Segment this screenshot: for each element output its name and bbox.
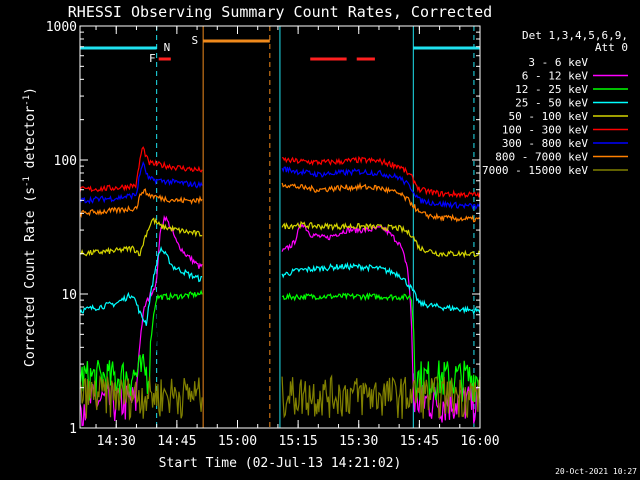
- flare-flag-label: F: [149, 52, 156, 65]
- legend-label: 12 - 25 keV: [515, 83, 588, 96]
- y-axis-label-sup2: -1: [22, 95, 32, 106]
- legend-header-line: Det 1,3,4,5,6,9,: [522, 29, 628, 42]
- x-tick-label: 15:45: [400, 434, 439, 449]
- legend-label: 3 - 6 keV: [528, 56, 588, 69]
- y-tick-label: 10: [61, 288, 77, 303]
- series-line: [79, 161, 481, 211]
- series-line: [79, 146, 481, 199]
- legend-label: 25 - 50 keV: [515, 97, 588, 110]
- legend-header-line: Att 0: [595, 41, 628, 54]
- y-axis-label-part2: detector: [23, 106, 38, 177]
- series-800-7000-kev: [79, 181, 481, 223]
- legend-label: 7000 - 15000 keV: [482, 164, 588, 177]
- legend-label: 800 - 7000 keV: [495, 151, 588, 164]
- x-axis-label: Start Time (02-Jul-13 14:21:02): [159, 456, 402, 471]
- y-tick-label: 100: [54, 154, 77, 169]
- legend-label: 6 - 12 keV: [522, 70, 589, 83]
- y-tick-label: 1000: [46, 20, 77, 35]
- legend-label: 300 - 800 keV: [502, 137, 588, 150]
- series-7000-15000-kev: [79, 374, 481, 421]
- night-flag-label: N: [164, 41, 171, 54]
- y-axis-label: Corrected Count Rate (s-1 detector-1): [22, 87, 38, 367]
- series-line: [79, 289, 481, 403]
- y-axis-label-part3: ): [23, 87, 38, 95]
- x-tick-label: 15:30: [339, 434, 378, 449]
- y-tick-label: 1: [69, 422, 77, 437]
- series-line: [79, 245, 481, 326]
- legend-label: 50 - 100 keV: [509, 110, 589, 123]
- saa-flag-label: S: [192, 34, 199, 47]
- plot-frame: [79, 25, 481, 429]
- series-line: [79, 374, 481, 421]
- x-tick-label: 14:30: [97, 434, 136, 449]
- series-100-300-kev: [79, 146, 481, 199]
- x-tick-label: 15:15: [279, 434, 318, 449]
- series-line: [80, 217, 481, 259]
- axis-layer: 1 10 100 1000 14:30 14:45 15:00 15:15 15:30 15:45…: [46, 20, 500, 449]
- series-line: [79, 181, 481, 223]
- series-layer: [79, 146, 481, 427]
- series-12-25-kev: [79, 289, 481, 403]
- chart-title: RHESSI Observing Summary Count Rates, Co…: [68, 3, 492, 21]
- series-300-800-kev: [79, 161, 481, 211]
- flag-layer: FN S: [80, 26, 480, 428]
- legend-label: 100 - 300 keV: [502, 124, 588, 137]
- x-tick-label: 16:00: [460, 434, 499, 449]
- y-axis-label-sup1: -1: [22, 176, 32, 187]
- x-tick-label: 14:45: [157, 434, 196, 449]
- y-axis-label-part1: Corrected Count Rate (s: [23, 187, 38, 367]
- footer-date: 20-Oct-2021 10:27: [555, 467, 637, 476]
- series-25-50-kev: [79, 245, 481, 326]
- x-tick-label: 15:00: [218, 434, 257, 449]
- series-50-100-kev: [80, 217, 481, 259]
